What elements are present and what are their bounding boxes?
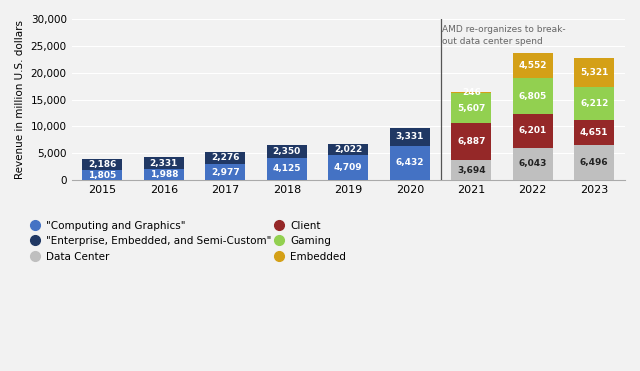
Text: 2,022: 2,022 — [334, 145, 362, 154]
Text: 6,887: 6,887 — [457, 137, 486, 146]
Text: 4,125: 4,125 — [273, 164, 301, 174]
Text: 6,201: 6,201 — [518, 127, 547, 135]
Text: 246: 246 — [462, 88, 481, 97]
Bar — [513, 53, 553, 78]
Bar — [574, 87, 614, 120]
Text: 1,988: 1,988 — [150, 170, 178, 179]
Bar — [513, 78, 553, 114]
Bar — [574, 145, 614, 180]
Bar — [328, 155, 368, 180]
Legend: "Computing and Graphics", "Enterprise, Embedded, and Semi-Custom", Data Center, : "Computing and Graphics", "Enterprise, E… — [33, 221, 346, 262]
Bar — [267, 158, 307, 180]
Bar — [513, 114, 553, 148]
Text: 4,552: 4,552 — [518, 61, 547, 70]
Bar — [144, 170, 184, 180]
Bar — [451, 92, 492, 93]
Text: 3,694: 3,694 — [457, 165, 486, 175]
Y-axis label: Revenue in million U.S. dollars: Revenue in million U.S. dollars — [15, 20, 25, 179]
Bar — [328, 144, 368, 155]
Bar — [451, 160, 492, 180]
Bar — [390, 145, 429, 180]
Text: 6,496: 6,496 — [580, 158, 609, 167]
Text: 1,805: 1,805 — [88, 171, 116, 180]
Bar — [267, 145, 307, 158]
Text: 2,977: 2,977 — [211, 168, 239, 177]
Text: 6,805: 6,805 — [518, 92, 547, 101]
Bar — [451, 123, 492, 160]
Bar — [205, 164, 245, 180]
Bar — [205, 152, 245, 164]
Bar — [574, 58, 614, 87]
Bar — [451, 93, 492, 123]
Text: 2,331: 2,331 — [150, 159, 178, 168]
Text: 6,212: 6,212 — [580, 99, 609, 108]
Text: 5,607: 5,607 — [457, 104, 486, 113]
Bar — [513, 148, 553, 180]
Text: 4,709: 4,709 — [334, 163, 363, 172]
Text: 2,350: 2,350 — [273, 147, 301, 156]
Bar — [144, 157, 184, 170]
Bar — [83, 170, 122, 180]
Text: 2,186: 2,186 — [88, 160, 116, 169]
Text: AMD re-organizes to break-
out data center spend: AMD re-organizes to break- out data cent… — [442, 26, 565, 46]
Text: 2,276: 2,276 — [211, 154, 239, 162]
Bar — [390, 128, 429, 145]
Bar — [574, 120, 614, 145]
Text: 6,432: 6,432 — [396, 158, 424, 167]
Text: 3,331: 3,331 — [396, 132, 424, 141]
Bar — [83, 159, 122, 170]
Text: 6,043: 6,043 — [518, 159, 547, 168]
Text: 5,321: 5,321 — [580, 68, 609, 77]
Text: 4,651: 4,651 — [580, 128, 609, 137]
